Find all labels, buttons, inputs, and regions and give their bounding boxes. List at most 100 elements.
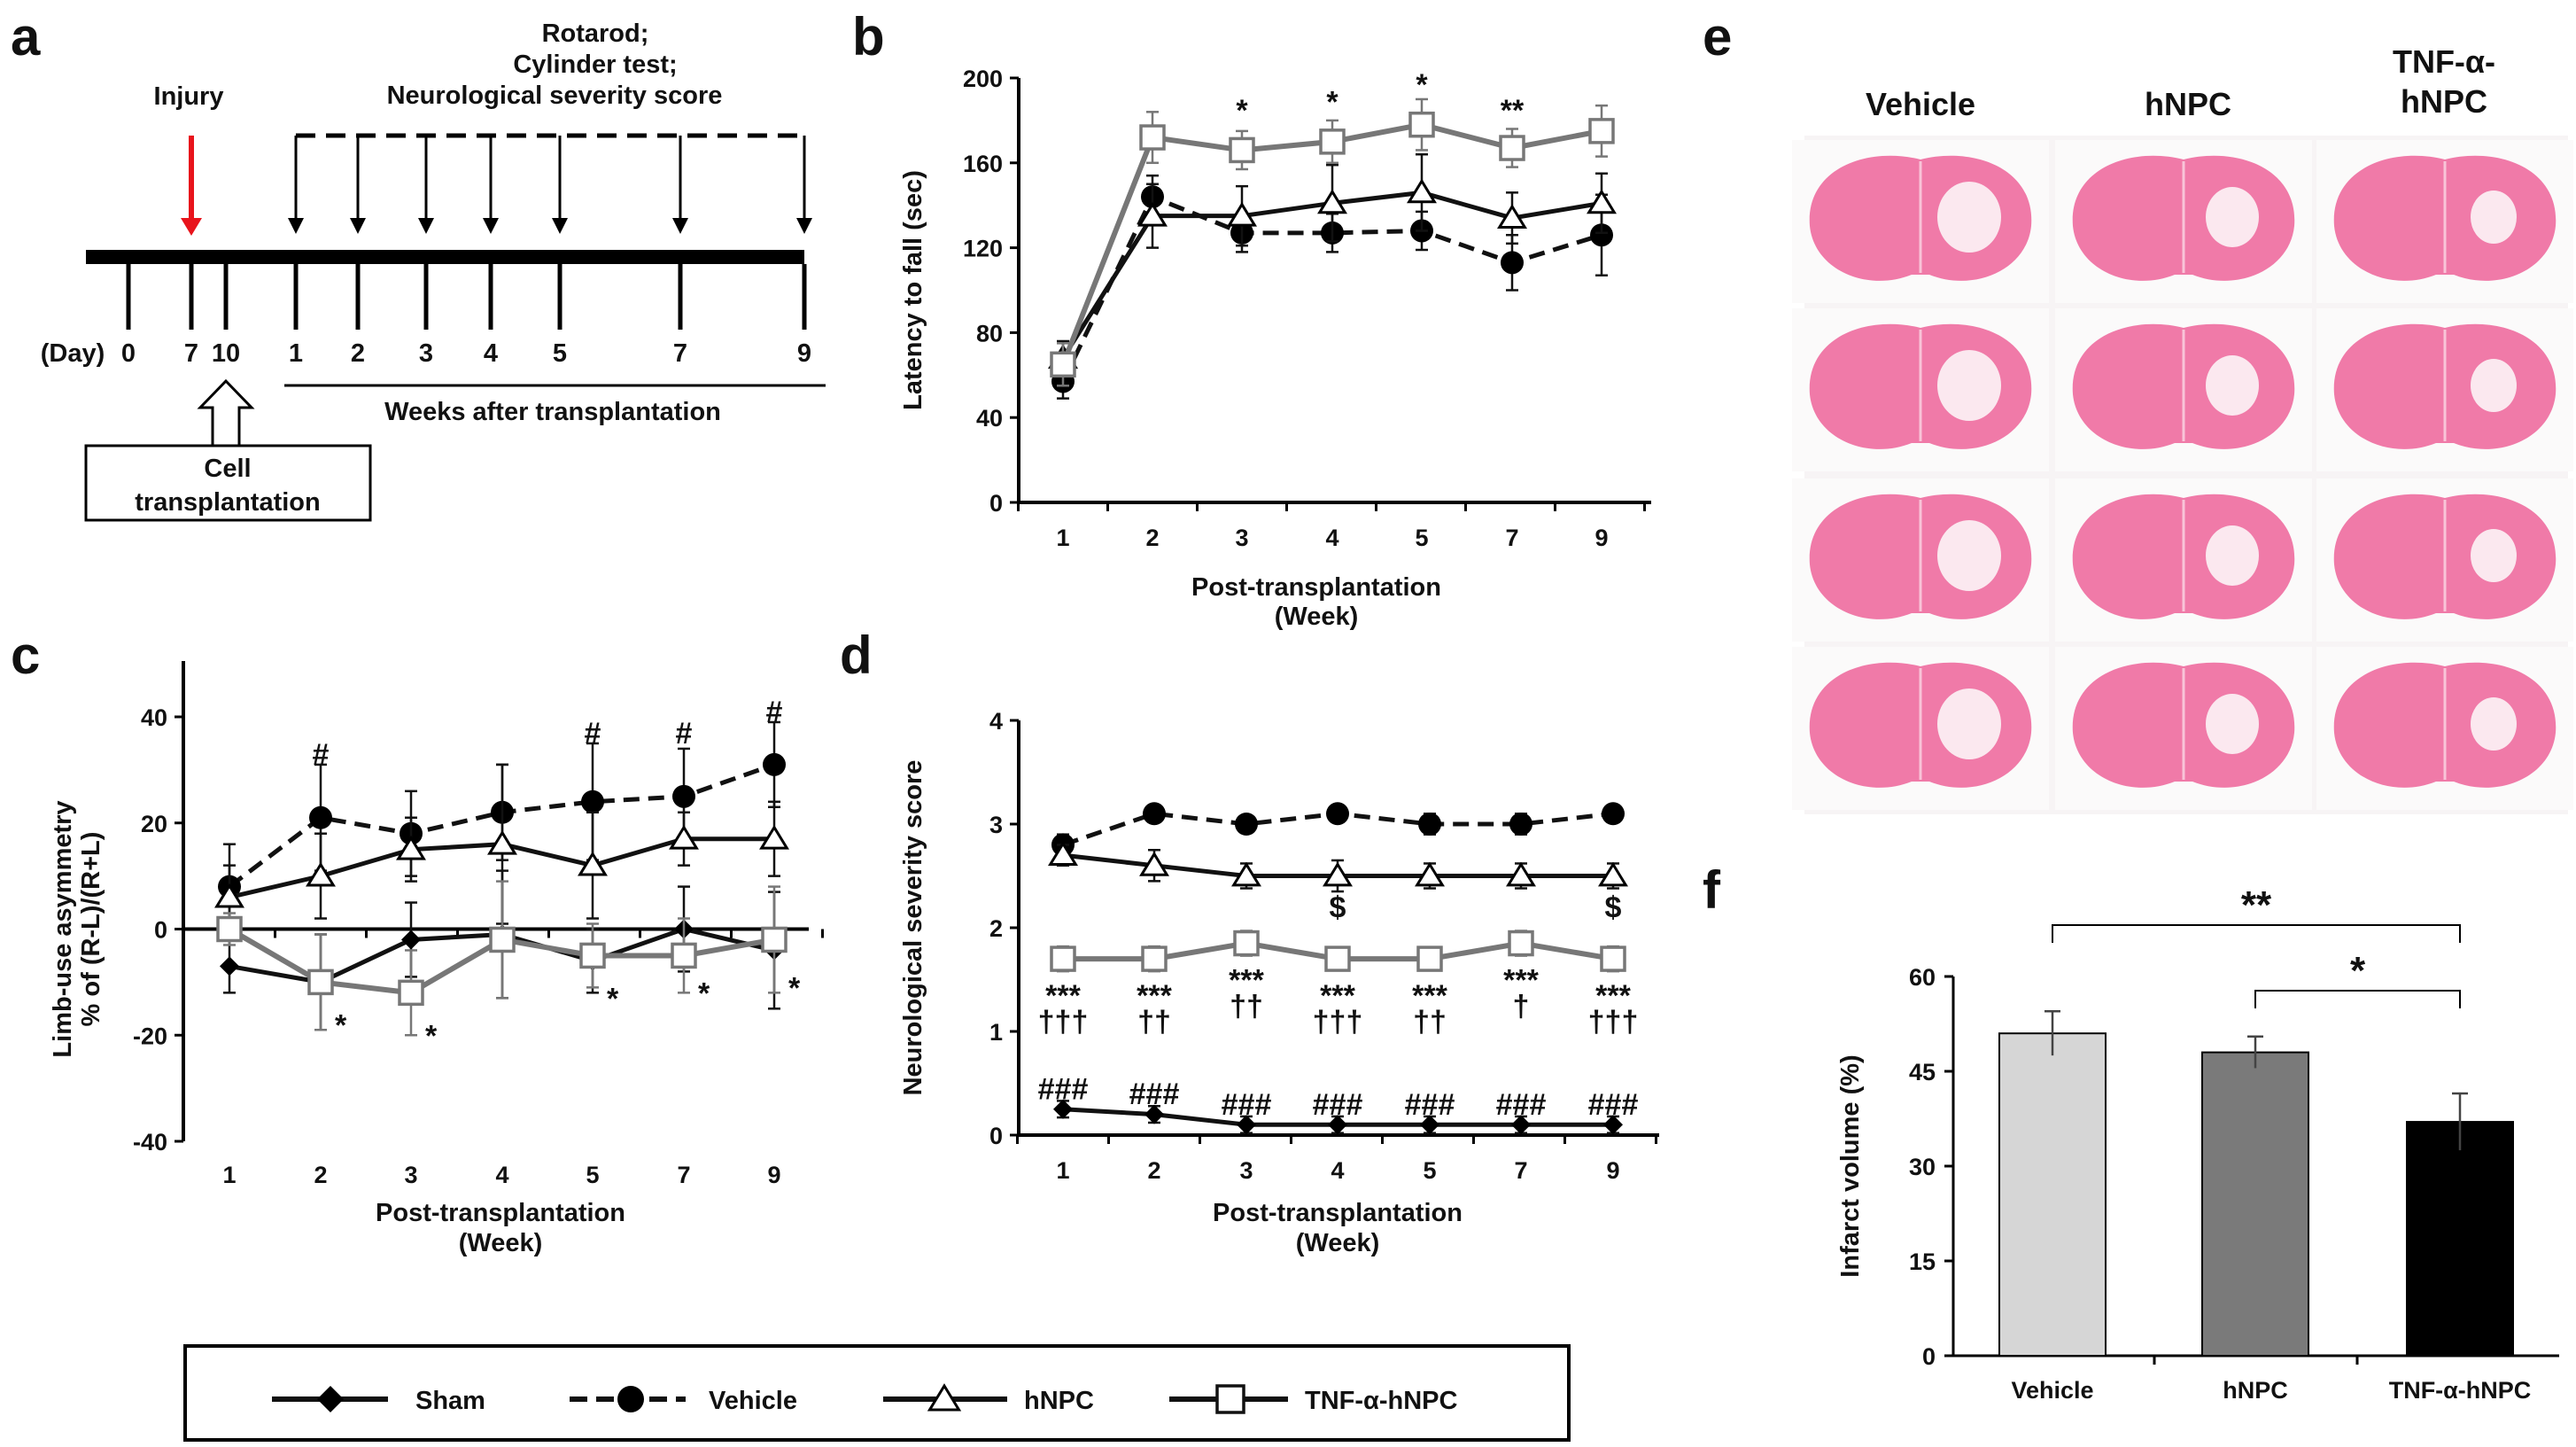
circle-marker xyxy=(617,1386,644,1412)
triangle-marker xyxy=(306,861,336,887)
panel-label-b: b xyxy=(852,7,885,66)
series-hnpc xyxy=(214,763,789,930)
x-axis-title: Post-transplantation xyxy=(1213,1199,1463,1227)
y-axis-title: Limb-use asymmetry xyxy=(49,800,77,1057)
x-tick-label: 1 xyxy=(222,1162,236,1188)
infarct-lesion xyxy=(1937,520,2001,591)
injury-label: Injury xyxy=(154,82,224,111)
neurological-score-chart: 0 1 2 3 4 1 2 3 4 5 7 9 Post-transplantation(Week) Ne… xyxy=(899,708,1659,1257)
y-tick-label: 3 xyxy=(989,812,1003,838)
x-tick-label: 4 xyxy=(1325,525,1338,551)
x-tick-label: 4 xyxy=(1331,1157,1344,1184)
y-tick-label: 40 xyxy=(976,405,1003,432)
significance-marker: * xyxy=(1416,68,1428,102)
x-tick-label: 5 xyxy=(1415,525,1428,551)
triangle-marker xyxy=(487,829,517,855)
triangle-marker xyxy=(578,851,608,876)
panel-label-d: d xyxy=(840,626,873,685)
significance-marker: *** xyxy=(1229,964,1264,998)
significance-marker: * xyxy=(425,1019,438,1053)
significance-marker: *** xyxy=(1320,979,1355,1013)
test-arrow-icon xyxy=(552,218,568,234)
significance-marker: *** xyxy=(1412,979,1447,1013)
y-tick-label: 45 xyxy=(1909,1059,1936,1085)
significance-marker: † xyxy=(1513,990,1530,1023)
diamond-marker xyxy=(1237,1115,1256,1135)
test-label-nss: Neurological severity score xyxy=(387,82,723,110)
significance-marker: * xyxy=(1236,94,1248,128)
brain-section-image xyxy=(1792,308,2049,471)
test-arrow-icon xyxy=(418,218,434,234)
legend-item-tnf-hnpc: TNF-α-hNPC xyxy=(1169,1384,1458,1415)
timeline-bar xyxy=(86,250,804,264)
bar-tnf-hnpc xyxy=(2406,1121,2514,1357)
significance-marker: * xyxy=(1326,85,1338,119)
legend: Sham Vehicle hNPC TNF-α-hNPC xyxy=(272,1383,1458,1415)
x-tick-label: 1 xyxy=(1056,1157,1069,1184)
series-hnpc xyxy=(1048,152,1617,377)
infarct-lesion xyxy=(2471,191,2517,244)
significance-marker: ††† xyxy=(1588,1005,1639,1039)
brain-section-image xyxy=(1792,140,2049,303)
y-tick-label: 0 xyxy=(154,917,167,944)
y-tick-label: 80 xyxy=(976,320,1003,346)
significance-marker: *** xyxy=(1595,979,1631,1013)
legend-item-sham: Sham xyxy=(272,1386,485,1415)
infarct-lesion xyxy=(2206,355,2259,416)
triangle-marker xyxy=(396,835,426,860)
diamond-marker xyxy=(1420,1115,1439,1135)
significance-marker: ### xyxy=(1313,1088,1363,1122)
square-marker xyxy=(671,942,697,969)
triangle-marker xyxy=(1497,204,1527,229)
test-arrow-icon xyxy=(672,218,688,234)
brain-section-image xyxy=(2316,478,2573,642)
week-tick-label: 1 xyxy=(289,339,303,368)
x-tick-label: 2 xyxy=(314,1162,327,1188)
square-marker xyxy=(398,979,424,1007)
infarct-lesion xyxy=(2206,525,2259,586)
week-tick-label: 5 xyxy=(553,339,567,368)
x-tick-label: 2 xyxy=(1147,1157,1160,1184)
triangle-marker xyxy=(1048,841,1078,866)
y-tick-label: 120 xyxy=(963,236,1003,262)
triangle-marker xyxy=(1227,201,1257,227)
diamond-marker xyxy=(401,930,421,950)
series-tnf-hnpc xyxy=(1050,930,1626,973)
week-tick-label: 2 xyxy=(351,339,365,368)
square-marker xyxy=(579,942,606,969)
significance-marker: * xyxy=(698,976,710,1010)
triangle-marker xyxy=(759,824,789,850)
x-axis-title: Post-transplantation xyxy=(1191,573,1441,602)
x-tick-label: 9 xyxy=(1594,525,1608,551)
significance-marker: * xyxy=(607,982,619,1015)
bar-vehicle xyxy=(1998,1032,2107,1357)
significance-marker: ### xyxy=(1496,1088,1547,1122)
timeline-ticks: 0 7 10 1 2 3 4 5 7 9 xyxy=(121,136,812,368)
histology-col-tnf-line1: TNF-α- xyxy=(2393,43,2495,80)
significance-marker: # xyxy=(766,696,783,729)
x-tick-label: 3 xyxy=(1235,525,1248,551)
brain-section-grid xyxy=(1792,140,2573,810)
series-hnpc xyxy=(1048,841,1628,893)
x-tick-label: 3 xyxy=(404,1162,417,1188)
infarct-lesion xyxy=(1937,350,2001,421)
square-marker xyxy=(1050,351,1076,378)
square-marker xyxy=(1215,1384,1245,1414)
test-arrow-icon xyxy=(796,218,812,234)
circle-marker xyxy=(1418,813,1441,836)
triangle-marker xyxy=(1139,851,1169,876)
test-arrow-icon xyxy=(483,218,499,234)
triangle-marker xyxy=(669,824,699,850)
significance-marker: ### xyxy=(1222,1088,1272,1122)
test-label-cylinder: Cylinder test; xyxy=(513,51,677,79)
x-tick-label: 7 xyxy=(1505,525,1518,551)
triangle-marker xyxy=(1137,201,1168,227)
significance-marker: $ xyxy=(1330,891,1346,925)
significance-marker: # xyxy=(676,717,693,751)
series-tnf-hnpc xyxy=(1050,97,1615,387)
histology-col-tnf-line2: hNPC xyxy=(2401,83,2487,120)
infarct-volume-chart: 0 15 30 45 60 Infarct volume (%) Vehicle hNPC TN… xyxy=(1836,883,2559,1404)
y-tick-label: 0 xyxy=(989,490,1003,517)
circle-marker xyxy=(1143,802,1166,826)
